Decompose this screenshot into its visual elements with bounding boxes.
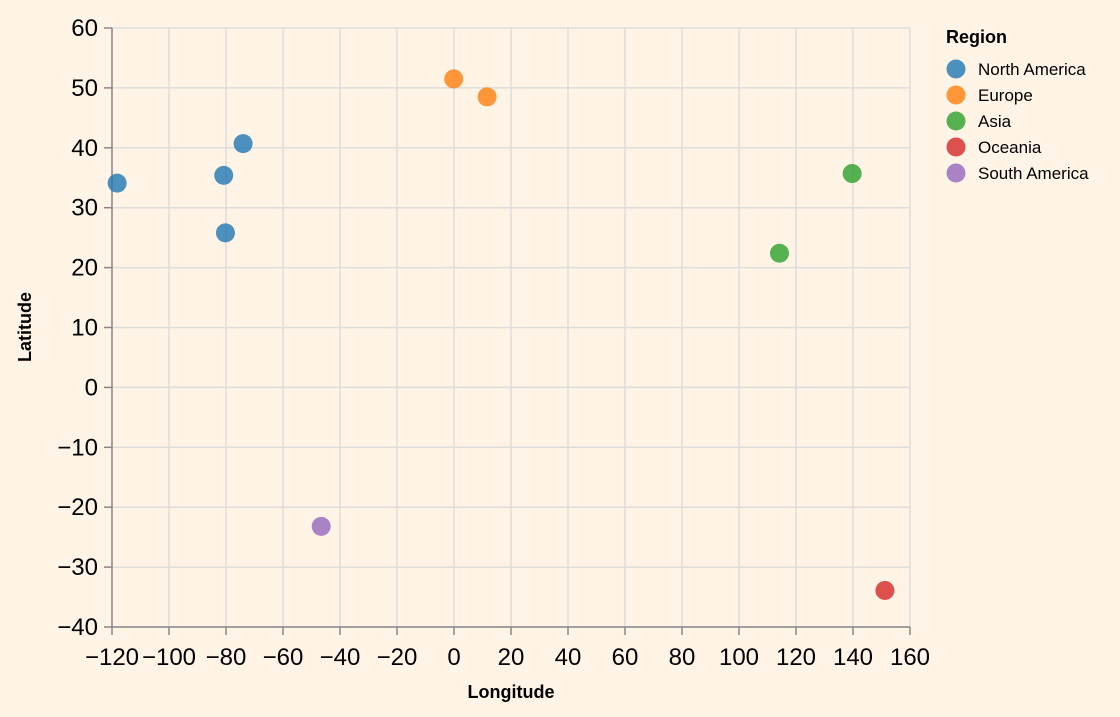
x-tick-label: 0 <box>447 644 460 671</box>
y-tick-label: 10 <box>71 315 98 342</box>
x-tick-label: −80 <box>206 644 247 671</box>
x-tick-label: −100 <box>142 644 196 671</box>
legend-label: North America <box>978 60 1086 79</box>
x-tick-label: 100 <box>719 644 759 671</box>
legend-swatch <box>946 85 966 105</box>
y-tick-label: 60 <box>71 15 98 42</box>
x-axis-title: Longitude <box>468 682 555 702</box>
x-tick-label: 40 <box>555 644 582 671</box>
data-point <box>477 87 497 107</box>
data-point <box>875 580 895 600</box>
data-point <box>311 516 331 536</box>
data-point <box>233 134 253 154</box>
legend-swatch <box>946 137 966 157</box>
data-point <box>444 69 464 89</box>
y-axis-title: Latitude <box>15 292 35 362</box>
data-point <box>769 243 789 263</box>
x-tick-label: 140 <box>833 644 873 671</box>
x-tick-label: −60 <box>263 644 304 671</box>
y-tick-label: −40 <box>57 614 98 641</box>
y-tick-label: 30 <box>71 195 98 222</box>
y-tick-label: 0 <box>85 374 98 401</box>
points-layer <box>107 69 895 600</box>
y-tick-label: −10 <box>57 434 98 461</box>
axis-layer: −120 −100 −80 −60 −40 −20 0 20 40 60 80 100 120 140 16… <box>57 15 930 671</box>
x-tick-label: 160 <box>890 644 930 671</box>
legend-swatch <box>946 111 966 131</box>
legend-label: Oceania <box>978 138 1042 157</box>
x-tick-label: −120 <box>85 644 139 671</box>
legend: Region North America Europe Asia Oceania Sou… <box>946 27 1089 183</box>
data-point <box>214 165 234 185</box>
legend-label: Asia <box>978 112 1012 131</box>
legend-swatch <box>946 163 966 183</box>
data-point <box>842 164 862 184</box>
x-tick-label: 120 <box>776 644 816 671</box>
x-tick-label: 60 <box>612 644 639 671</box>
legend-label: South America <box>978 164 1089 183</box>
legend-label: Europe <box>978 86 1033 105</box>
x-tick-label: 20 <box>498 644 525 671</box>
legend-title: Region <box>946 27 1007 47</box>
y-tick-label: 20 <box>71 255 98 282</box>
data-point <box>215 223 235 243</box>
x-tick-label: −40 <box>320 644 361 671</box>
y-tick-label: 50 <box>71 75 98 102</box>
data-point <box>107 173 127 193</box>
y-tick-label: −30 <box>57 554 98 581</box>
y-tick-label: −20 <box>57 494 98 521</box>
y-tick-label: 40 <box>71 135 98 162</box>
legend-swatch <box>946 59 966 79</box>
grid-layer <box>111 27 911 628</box>
x-tick-label: 80 <box>669 644 696 671</box>
x-tick-label: −20 <box>377 644 418 671</box>
